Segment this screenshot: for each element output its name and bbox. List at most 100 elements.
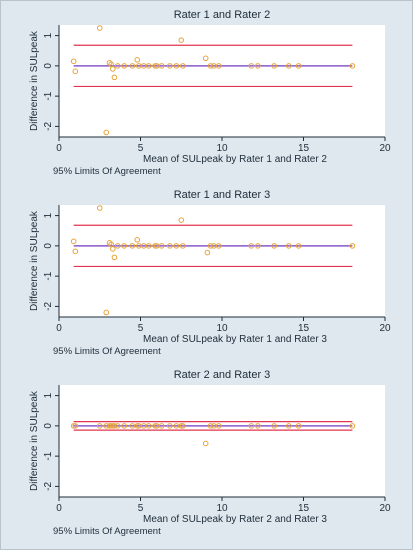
- data-point: [145, 243, 152, 249]
- data-point: [158, 423, 165, 429]
- data-point: [129, 243, 136, 249]
- x-tick-label: 0: [56, 323, 62, 334]
- data-point: [255, 63, 261, 69]
- x-tick-label: 15: [298, 323, 310, 334]
- y-axis-label: Difference in SULpeak: [29, 390, 40, 491]
- data-point: [72, 68, 79, 75]
- legend-note: 95% Limits Of Agreement: [53, 166, 161, 177]
- data-point: [152, 243, 158, 249]
- data-point: [349, 243, 356, 249]
- data-point: [180, 423, 186, 429]
- data-point: [167, 63, 173, 69]
- x-tick-label: 10: [216, 323, 228, 334]
- data-point: [114, 423, 121, 429]
- data-point: [180, 63, 186, 69]
- x-tick-label: 20: [379, 503, 391, 514]
- data-point: [286, 63, 292, 69]
- data-point: [271, 423, 277, 429]
- data-point: [72, 248, 79, 255]
- data-point: [207, 423, 214, 429]
- y-tick-label: -2: [43, 122, 54, 131]
- data-point: [167, 423, 173, 429]
- data-point: [103, 309, 110, 316]
- data-point: [215, 423, 222, 429]
- y-tick-label: 0: [43, 423, 54, 429]
- y-tick-label: -1: [43, 91, 54, 100]
- data-point: [349, 423, 356, 429]
- legend-note: 95% Limits Of Agreement: [53, 526, 161, 537]
- data-point: [295, 63, 302, 69]
- data-point: [204, 249, 211, 256]
- data-point: [255, 423, 261, 429]
- data-point: [248, 63, 255, 69]
- y-tick-label: -1: [43, 451, 54, 460]
- data-point: [349, 63, 356, 69]
- data-point: [202, 440, 209, 447]
- data-point: [106, 60, 113, 66]
- data-point: [134, 423, 141, 429]
- data-point: [173, 243, 180, 249]
- data-point: [202, 55, 209, 62]
- plot-area: [59, 385, 385, 497]
- data-point: [158, 243, 165, 249]
- data-point: [108, 423, 114, 429]
- plot-area: [59, 205, 385, 317]
- data-point: [70, 58, 77, 65]
- data-point: [70, 238, 77, 245]
- data-point: [215, 63, 222, 69]
- data-point: [178, 37, 185, 43]
- data-point: [180, 243, 186, 249]
- data-point: [111, 74, 118, 81]
- y-tick-label: 1: [43, 212, 54, 218]
- x-axis-label: Mean of SULpeak by Rater 1 and Rater 3: [143, 334, 327, 345]
- x-tick-label: 0: [56, 503, 62, 514]
- data-point: [109, 66, 116, 72]
- y-tick-label: -2: [43, 302, 54, 311]
- data-point: [152, 423, 158, 429]
- y-tick-label: -2: [43, 482, 54, 491]
- data-point: [121, 63, 127, 69]
- data-point: [286, 423, 292, 429]
- y-axis-label: Difference in SULpeak: [29, 30, 40, 131]
- data-point: [145, 423, 152, 429]
- y-tick-label: 0: [43, 63, 54, 69]
- data-point: [248, 423, 255, 429]
- data-point: [111, 423, 118, 429]
- data-point: [158, 63, 165, 69]
- data-point: [295, 243, 302, 249]
- data-point: [114, 243, 121, 249]
- x-tick-label: 0: [56, 143, 62, 154]
- data-point: [109, 246, 116, 252]
- y-tick-label: 1: [43, 32, 54, 38]
- data-point: [121, 243, 127, 249]
- chart-title: Rater 1 and Rater 2: [174, 9, 271, 21]
- data-point: [96, 205, 103, 211]
- chart-title: Rater 2 and Rater 3: [174, 369, 271, 381]
- data-point: [178, 217, 185, 223]
- x-tick-label: 20: [379, 323, 391, 334]
- data-point: [271, 243, 277, 249]
- chart-title: Rater 1 and Rater 3: [174, 189, 271, 201]
- x-axis-label: Mean of SULpeak by Rater 1 and Rater 2: [143, 154, 327, 165]
- data-point: [121, 423, 127, 429]
- data-point: [295, 423, 302, 429]
- y-tick-label: 0: [43, 243, 54, 249]
- data-point: [134, 237, 141, 243]
- data-point: [207, 63, 214, 69]
- y-tick-label: -1: [43, 271, 54, 280]
- plot-area: [59, 25, 385, 137]
- data-point: [152, 63, 158, 69]
- x-tick-label: 5: [138, 143, 144, 154]
- x-tick-label: 15: [298, 503, 310, 514]
- data-point: [103, 129, 110, 136]
- data-point: [96, 423, 103, 429]
- data-point: [129, 63, 136, 69]
- data-point: [215, 243, 222, 249]
- data-point: [114, 63, 121, 69]
- x-tick-label: 20: [379, 143, 391, 154]
- legend-note: 95% Limits Of Agreement: [53, 346, 161, 357]
